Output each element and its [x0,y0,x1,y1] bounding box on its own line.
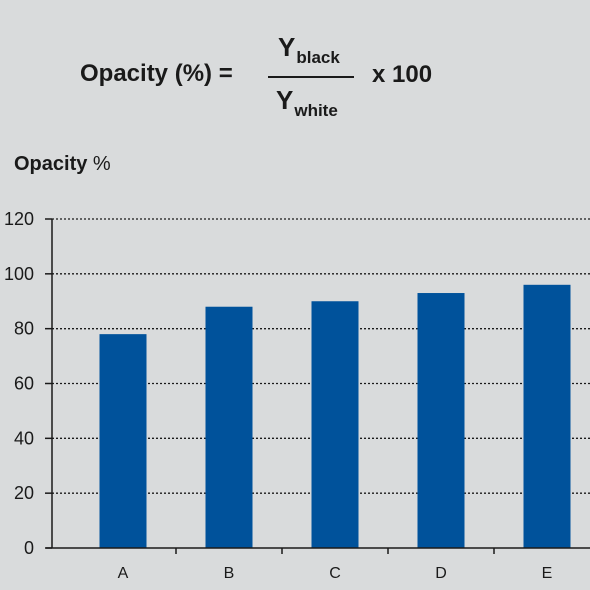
bar-B [205,306,253,548]
y-axis-title: Opacity % [14,153,111,176]
formula-lhs: Opacity (%) = [80,60,233,87]
opacity-formula: Opacity (%) = Yblack Ywhite x 100 [0,0,590,140]
x-tick-label-E: E [542,565,553,582]
y-axis-title-unit: % [87,153,111,175]
x-tick-label-B: B [224,565,235,582]
formula-numerator: Yblack [278,32,340,67]
x-tick-label-D: D [435,565,447,582]
x-tick-label-C: C [329,565,341,582]
x-tick-label-A: A [118,565,129,582]
y-tick-label-60: 60 [14,374,34,394]
bar-C [311,301,359,548]
formula-denominator-symbol: Y [276,85,294,115]
y-tick-label-40: 40 [14,428,34,448]
y-tick-label-120: 120 [4,209,34,229]
formula-numerator-symbol: Y [278,32,296,62]
formula-numerator-subscript: black [296,48,340,67]
formula-multiplier: x 100 [372,61,433,88]
y-tick-label-0: 0 [24,538,34,558]
y-axis-title-label: Opacity [14,153,88,175]
bar-E [523,284,571,548]
fraction-bar [268,76,354,78]
formula-denominator-subscript: white [294,101,338,120]
formula-denominator: Ywhite [276,85,338,120]
y-tick-label-20: 20 [14,483,34,503]
y-tick-label-100: 100 [4,264,34,284]
y-tick-label-80: 80 [14,319,34,339]
bar-A [99,334,147,548]
bar-D [417,293,465,548]
